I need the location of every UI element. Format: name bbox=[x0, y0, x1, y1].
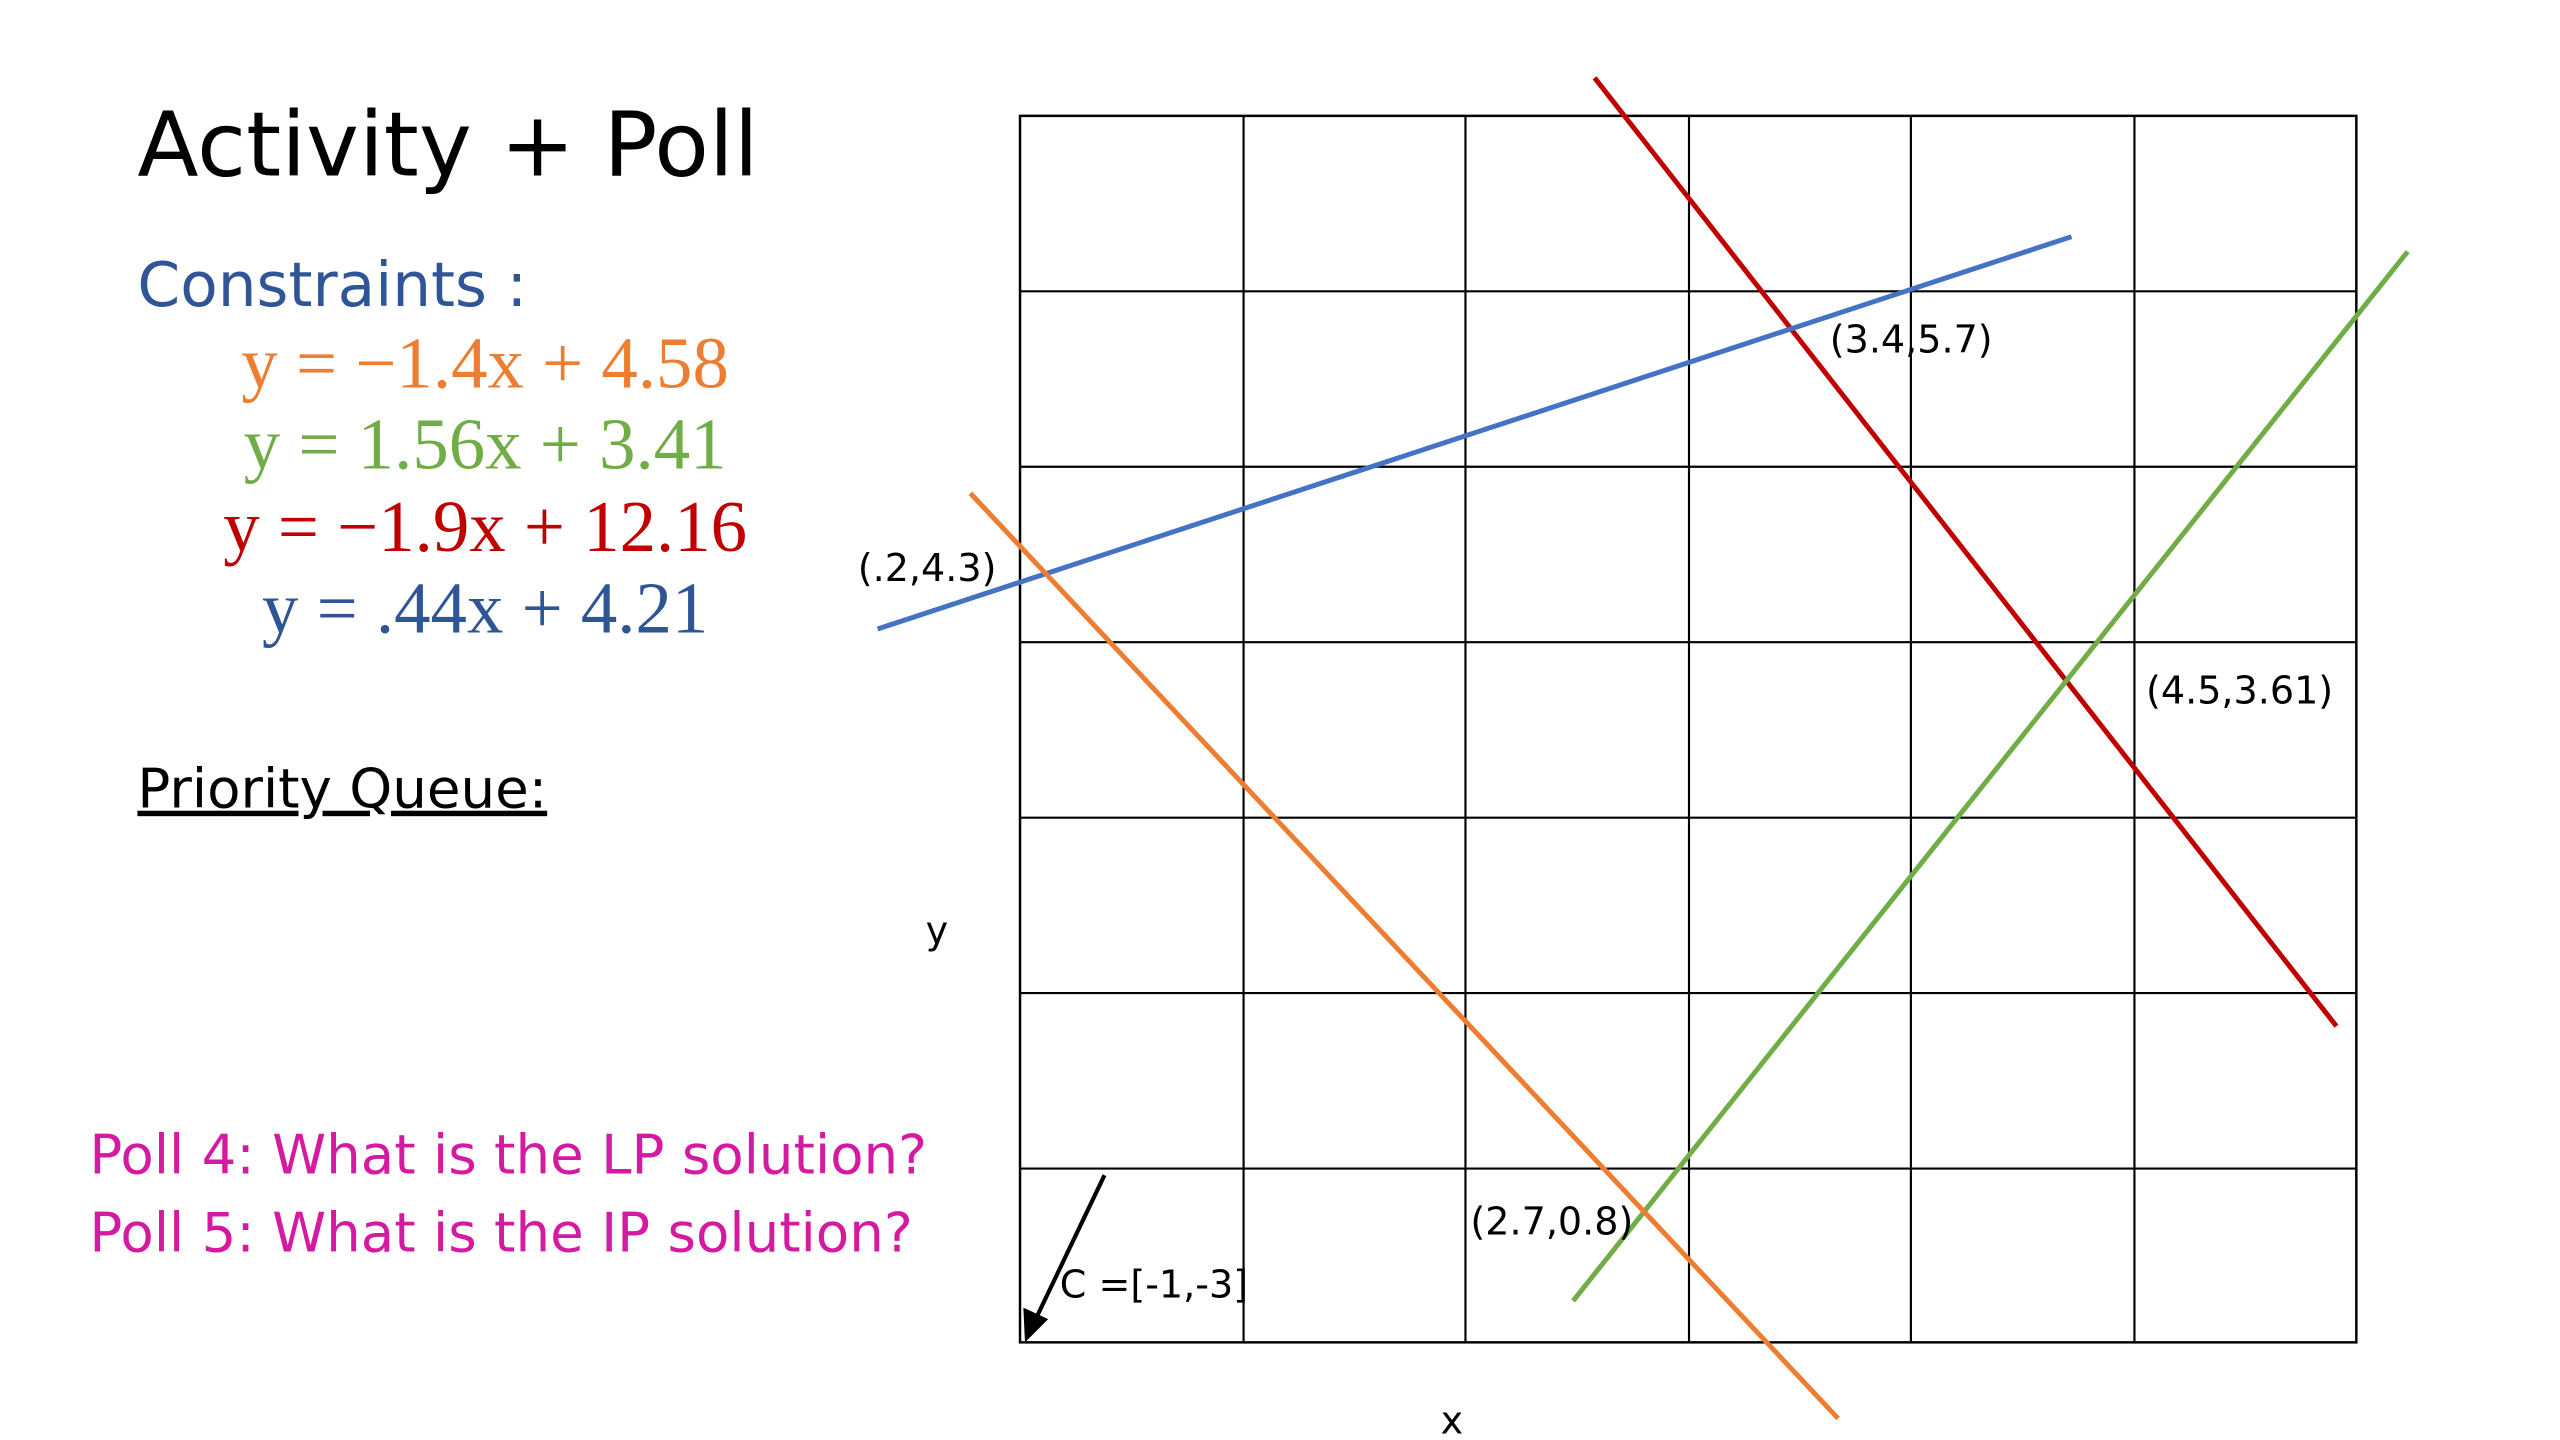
equation: y = 1.56x + 3.41 bbox=[244, 403, 727, 484]
arrow-head bbox=[1023, 1307, 1049, 1343]
axis-label: x bbox=[1441, 1398, 1464, 1440]
priority-queue-label: Priority Queue: bbox=[137, 757, 547, 821]
point-label: (3.4,5.7) bbox=[1830, 318, 1993, 362]
constraints-label: Constraints : bbox=[137, 250, 527, 321]
equation: y = .44x + 4.21 bbox=[262, 567, 708, 648]
point-label: (2.7,0.8) bbox=[1470, 1200, 1633, 1244]
constraint-line bbox=[968, 491, 1840, 1421]
point-label: (.2,4.3) bbox=[858, 546, 997, 590]
axis-label: y bbox=[926, 908, 949, 952]
poll-question: Poll 4: What is the LP solution? bbox=[89, 1123, 927, 1187]
poll-question: Poll 5: What is the IP solution? bbox=[89, 1200, 912, 1264]
constraint-line bbox=[1571, 250, 2410, 1303]
objective-arrow bbox=[1031, 1174, 1107, 1326]
vector-label: C =[-1,-3] bbox=[1060, 1263, 1248, 1307]
grid bbox=[1018, 114, 2358, 1344]
constraint-line bbox=[876, 234, 2073, 632]
equation: y = −1.9x + 12.16 bbox=[223, 486, 747, 567]
point-label: (4.5,3.61) bbox=[2146, 668, 2333, 712]
title: Activity + Poll bbox=[137, 93, 758, 197]
equation: y = −1.4x + 4.58 bbox=[241, 322, 728, 403]
constraint-line bbox=[1592, 76, 2339, 1028]
